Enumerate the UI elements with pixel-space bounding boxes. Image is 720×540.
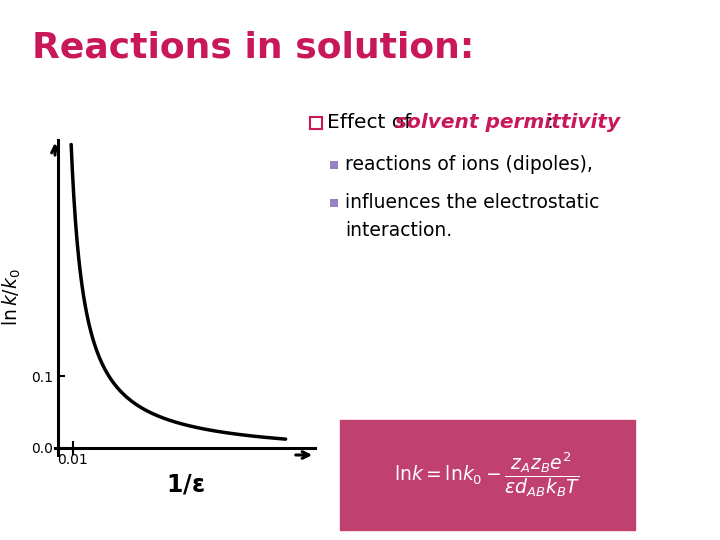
Text: :: : bbox=[547, 113, 554, 132]
Text: reactions of ions (dipoles),: reactions of ions (dipoles), bbox=[345, 156, 593, 174]
Text: influences the electrostatic: influences the electrostatic bbox=[345, 193, 599, 213]
Bar bbox=[330, 161, 338, 169]
X-axis label: $\mathbf{1/\varepsilon}$: $\mathbf{1/\varepsilon}$ bbox=[166, 472, 204, 496]
Text: $\mathrm{ln}k = \mathrm{ln}k_0 - \dfrac{z_A z_B e^2}{\varepsilon d_{AB} k_B T}$: $\mathrm{ln}k = \mathrm{ln}k_0 - \dfrac{… bbox=[395, 450, 581, 500]
Text: Reactions in solution:: Reactions in solution: bbox=[32, 31, 474, 65]
Bar bbox=[330, 199, 338, 207]
Text: interaction.: interaction. bbox=[345, 221, 452, 240]
FancyBboxPatch shape bbox=[340, 420, 635, 530]
Bar bbox=[310, 117, 322, 129]
Text: Effect of: Effect of bbox=[327, 113, 418, 132]
Text: solvent permittivity: solvent permittivity bbox=[395, 113, 620, 132]
Y-axis label: $\ln k/k_0$: $\ln k/k_0$ bbox=[1, 269, 23, 326]
